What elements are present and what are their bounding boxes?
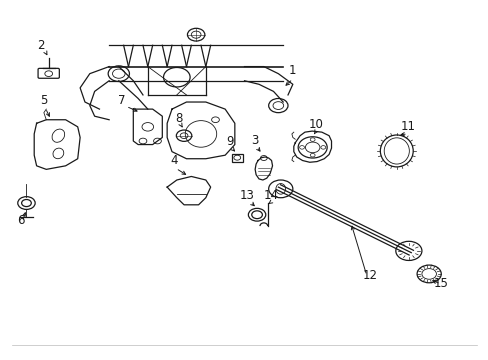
Text: 14: 14 bbox=[263, 189, 278, 202]
Text: 3: 3 bbox=[251, 134, 258, 147]
Text: 15: 15 bbox=[432, 278, 447, 291]
Text: 12: 12 bbox=[362, 269, 377, 282]
Text: 10: 10 bbox=[308, 118, 323, 131]
Text: 7: 7 bbox=[118, 94, 126, 107]
Text: 2: 2 bbox=[37, 39, 44, 52]
Text: 1: 1 bbox=[288, 64, 296, 77]
Text: 13: 13 bbox=[239, 189, 254, 202]
Text: 6: 6 bbox=[18, 214, 25, 227]
Text: 4: 4 bbox=[170, 154, 178, 167]
Text: 8: 8 bbox=[175, 112, 183, 125]
Text: 11: 11 bbox=[400, 120, 414, 133]
Text: 9: 9 bbox=[226, 135, 233, 148]
Text: 5: 5 bbox=[40, 94, 47, 107]
